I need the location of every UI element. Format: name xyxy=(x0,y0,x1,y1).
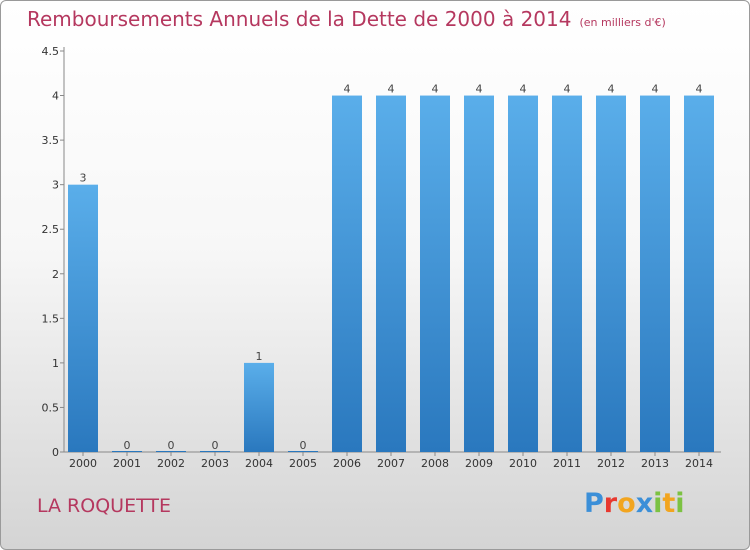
data-label: 4 xyxy=(432,83,439,96)
chart-title-text: Remboursements Annuels de la Dette de 20… xyxy=(27,7,572,31)
data-label: 4 xyxy=(652,83,659,96)
data-label: 4 xyxy=(344,83,351,96)
data-label: 0 xyxy=(168,439,175,452)
y-tick-label: 1.5 xyxy=(42,312,60,325)
data-label: 0 xyxy=(212,439,219,452)
x-tick-label: 2000 xyxy=(69,457,97,470)
bar xyxy=(244,362,274,452)
data-label: 4 xyxy=(696,83,703,96)
x-tick-label: 2003 xyxy=(201,457,229,470)
x-tick-label: 2010 xyxy=(509,457,537,470)
data-label: 4 xyxy=(476,83,483,96)
data-label: 3 xyxy=(80,172,87,185)
x-tick-label: 2006 xyxy=(333,457,361,470)
bar xyxy=(376,95,406,453)
data-label: 4 xyxy=(564,83,571,96)
x-tick-label: 2002 xyxy=(157,457,185,470)
x-tick-label: 2004 xyxy=(245,457,273,470)
x-tick-label: 2009 xyxy=(465,457,493,470)
bar xyxy=(640,95,670,453)
data-label: 0 xyxy=(124,439,131,452)
x-tick-label: 2001 xyxy=(113,457,141,470)
x-tick-label: 2008 xyxy=(421,457,449,470)
logo-letter: x xyxy=(635,488,654,519)
bar xyxy=(112,451,142,452)
y-tick-label: 3.5 xyxy=(42,134,60,147)
data-label: 4 xyxy=(520,83,527,96)
bar xyxy=(68,184,98,452)
bar xyxy=(508,95,538,453)
y-tick-label: 2 xyxy=(52,268,59,281)
x-tick-label: 2007 xyxy=(377,457,405,470)
x-tick-label: 2013 xyxy=(641,457,669,470)
y-tick-label: 4.5 xyxy=(42,45,60,58)
chart-unit: (en milliers d'€) xyxy=(579,16,666,29)
y-tick-label: 0 xyxy=(52,446,59,459)
data-label: 1 xyxy=(256,350,263,363)
y-tick-label: 0.5 xyxy=(42,401,60,414)
logo-letter: i xyxy=(675,488,685,519)
y-tick-label: 1 xyxy=(52,357,59,370)
bar xyxy=(332,95,362,453)
bar xyxy=(684,95,714,453)
x-tick-label: 2012 xyxy=(597,457,625,470)
x-tick-label: 2014 xyxy=(685,457,713,470)
bar xyxy=(596,95,626,453)
chart-title: Remboursements Annuels de la Dette de 20… xyxy=(27,7,666,31)
proxiti-logo: Proxiti xyxy=(584,488,685,519)
logo-letter: o xyxy=(617,488,636,519)
x-tick-label: 2011 xyxy=(553,457,581,470)
bar xyxy=(156,451,186,452)
commune-name: LA ROQUETTE xyxy=(37,495,171,517)
logo-letter: r xyxy=(603,488,618,519)
bar xyxy=(288,451,318,452)
logo-letter: t xyxy=(662,488,676,519)
data-label: 4 xyxy=(388,83,395,96)
x-tick-label: 2005 xyxy=(289,457,317,470)
bar xyxy=(464,95,494,453)
data-label: 0 xyxy=(300,439,307,452)
logo-letter: i xyxy=(653,488,663,519)
bar xyxy=(420,95,450,453)
bar xyxy=(552,95,582,453)
logo-letter: P xyxy=(584,488,604,519)
y-tick-label: 2.5 xyxy=(42,223,60,236)
y-tick-label: 3 xyxy=(52,179,59,192)
y-tick-label: 4 xyxy=(52,90,59,103)
bar xyxy=(200,451,230,452)
data-label: 4 xyxy=(608,83,615,96)
